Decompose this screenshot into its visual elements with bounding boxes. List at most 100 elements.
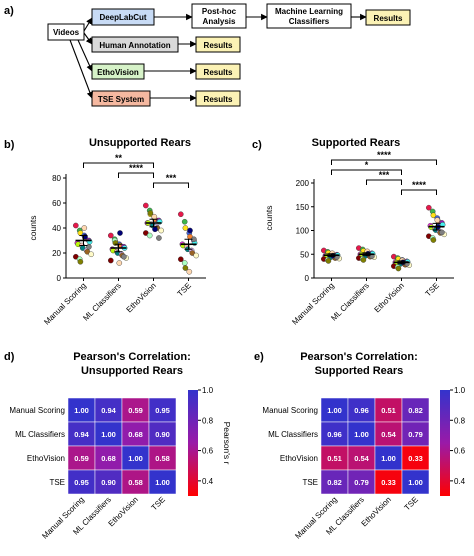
x-tick-label: TSE (424, 281, 441, 298)
videos-box (47, 23, 85, 41)
data-point (156, 235, 162, 241)
posthoc-box (191, 3, 247, 29)
heatmap-cell-label: 0.58 (128, 478, 143, 487)
heatmap-cell-label: 0.79 (408, 430, 423, 439)
heatmap-cell-label: 0.90 (155, 430, 170, 439)
heatmap-cell (401, 421, 430, 447)
data-point (112, 240, 119, 246)
heatmap-cell-label: 1.00 (327, 406, 342, 415)
heatmap-cell (94, 469, 123, 495)
heatmap-cell (347, 421, 376, 447)
ethovision-label: EthoVision (97, 68, 139, 77)
heatmap-d-title-2: Unsupported Rears (81, 365, 183, 377)
heatmap-cell (320, 445, 349, 471)
heatmap-cell (401, 397, 430, 423)
chart-b-title: Unsupported Rears (89, 137, 191, 149)
significance-bracket (83, 162, 154, 168)
data-point (86, 243, 92, 250)
heatmap-cell-label: 1.00 (381, 454, 396, 463)
data-point (77, 258, 84, 265)
heatmap-e-title-2: Supported Rears (315, 365, 404, 377)
data-point (88, 251, 94, 258)
heatmap-cell-label: 0.82 (408, 406, 423, 415)
heatmap-cell-label: 1.00 (155, 478, 170, 487)
data-point (193, 252, 199, 259)
heatmap-cell-label: 0.96 (354, 406, 369, 415)
tse-system-label: TSE System (98, 95, 144, 104)
heatmap-cell-label: 1.00 (101, 430, 116, 439)
results-label-2: Results (204, 41, 233, 50)
data-point (116, 260, 123, 266)
x-tick-label: TSE (176, 281, 193, 298)
significance-label: *** (166, 173, 177, 183)
data-point (430, 212, 437, 219)
x-tick-label: EthoVision (125, 281, 158, 314)
significance-bracket (401, 189, 437, 195)
data-point (142, 230, 149, 236)
data-point (187, 227, 193, 234)
heatmap-cell (94, 397, 123, 423)
data-point (73, 222, 79, 229)
data-point (325, 258, 332, 264)
heatmap-cell (401, 469, 430, 495)
data-point (117, 230, 123, 236)
videos-label: Videos (53, 28, 80, 37)
heatmap-cell-label: 0.94 (101, 406, 116, 415)
heatmap-row-label: ML Classifiers (15, 430, 65, 439)
results-label-4: Results (204, 95, 233, 104)
data-point (121, 253, 127, 260)
heatmap-cell (347, 469, 376, 495)
heatmap-cell-label: 1.00 (74, 406, 89, 415)
significance-label: **** (377, 150, 392, 160)
human-annotation-label: Human Annotation (99, 41, 170, 50)
heatmap-cell-label: 0.51 (327, 454, 342, 463)
heatmap-cell-label: 0.59 (74, 454, 89, 463)
heatmap-cell (374, 469, 403, 495)
x-tick-label: Manual Scoring (290, 281, 336, 327)
significance-bracket (118, 172, 154, 178)
data-point (181, 260, 188, 266)
colorbar-tick-label: 0.8 (454, 416, 466, 425)
heatmap-cell-label: 0.59 (128, 406, 143, 415)
heatmap-cell-label: 0.95 (74, 478, 89, 487)
data-point (434, 217, 441, 223)
heatmap-cell-label: 0.33 (381, 478, 396, 487)
data-point (142, 202, 149, 209)
panel-b: b) Unsupported Rears counts 0 20 40 60 80 Man… (4, 137, 206, 327)
colorbar (440, 390, 450, 496)
y-tick-label: 50 (300, 250, 309, 259)
heatmap-cell-label: 1.00 (128, 454, 143, 463)
heatmap-cell-label: 0.79 (354, 478, 369, 487)
colorbar-tick-label: 0.4 (454, 477, 466, 486)
ml-classifiers-label-2: Classifiers (289, 17, 330, 26)
heatmap-cell (121, 445, 150, 471)
data-point (158, 227, 164, 234)
posthoc-label-2: Analysis (203, 17, 236, 26)
heatmap-cell-label: 0.82 (327, 478, 342, 487)
significance-label: **** (129, 163, 144, 173)
heatmap-row-label: Manual Scoring (9, 406, 65, 415)
panel-d-letter: d) (4, 351, 15, 363)
data-point (181, 218, 188, 225)
data-point (360, 257, 367, 263)
y-tick-label: 150 (296, 203, 310, 212)
data-point (177, 211, 184, 218)
y-tick-label: 40 (52, 224, 61, 233)
significance-bracket (153, 182, 189, 188)
heatmap-cell-label: 0.96 (327, 430, 342, 439)
significance-bracket (331, 169, 402, 175)
panel-e: e) Pearson's Correlation: Supported Rear… (254, 351, 466, 541)
data-point (146, 232, 153, 239)
data-point (182, 265, 189, 271)
data-point (182, 225, 189, 231)
heatmap-cell (121, 469, 150, 495)
data-point (147, 210, 154, 216)
heatmap-cell-label: 0.51 (381, 406, 396, 415)
data-point (439, 229, 445, 236)
heatmap-row-label: Manual Scoring (262, 406, 318, 415)
panel-c-letter: c) (252, 139, 262, 151)
heatmap-cell-label: 0.68 (128, 430, 143, 439)
